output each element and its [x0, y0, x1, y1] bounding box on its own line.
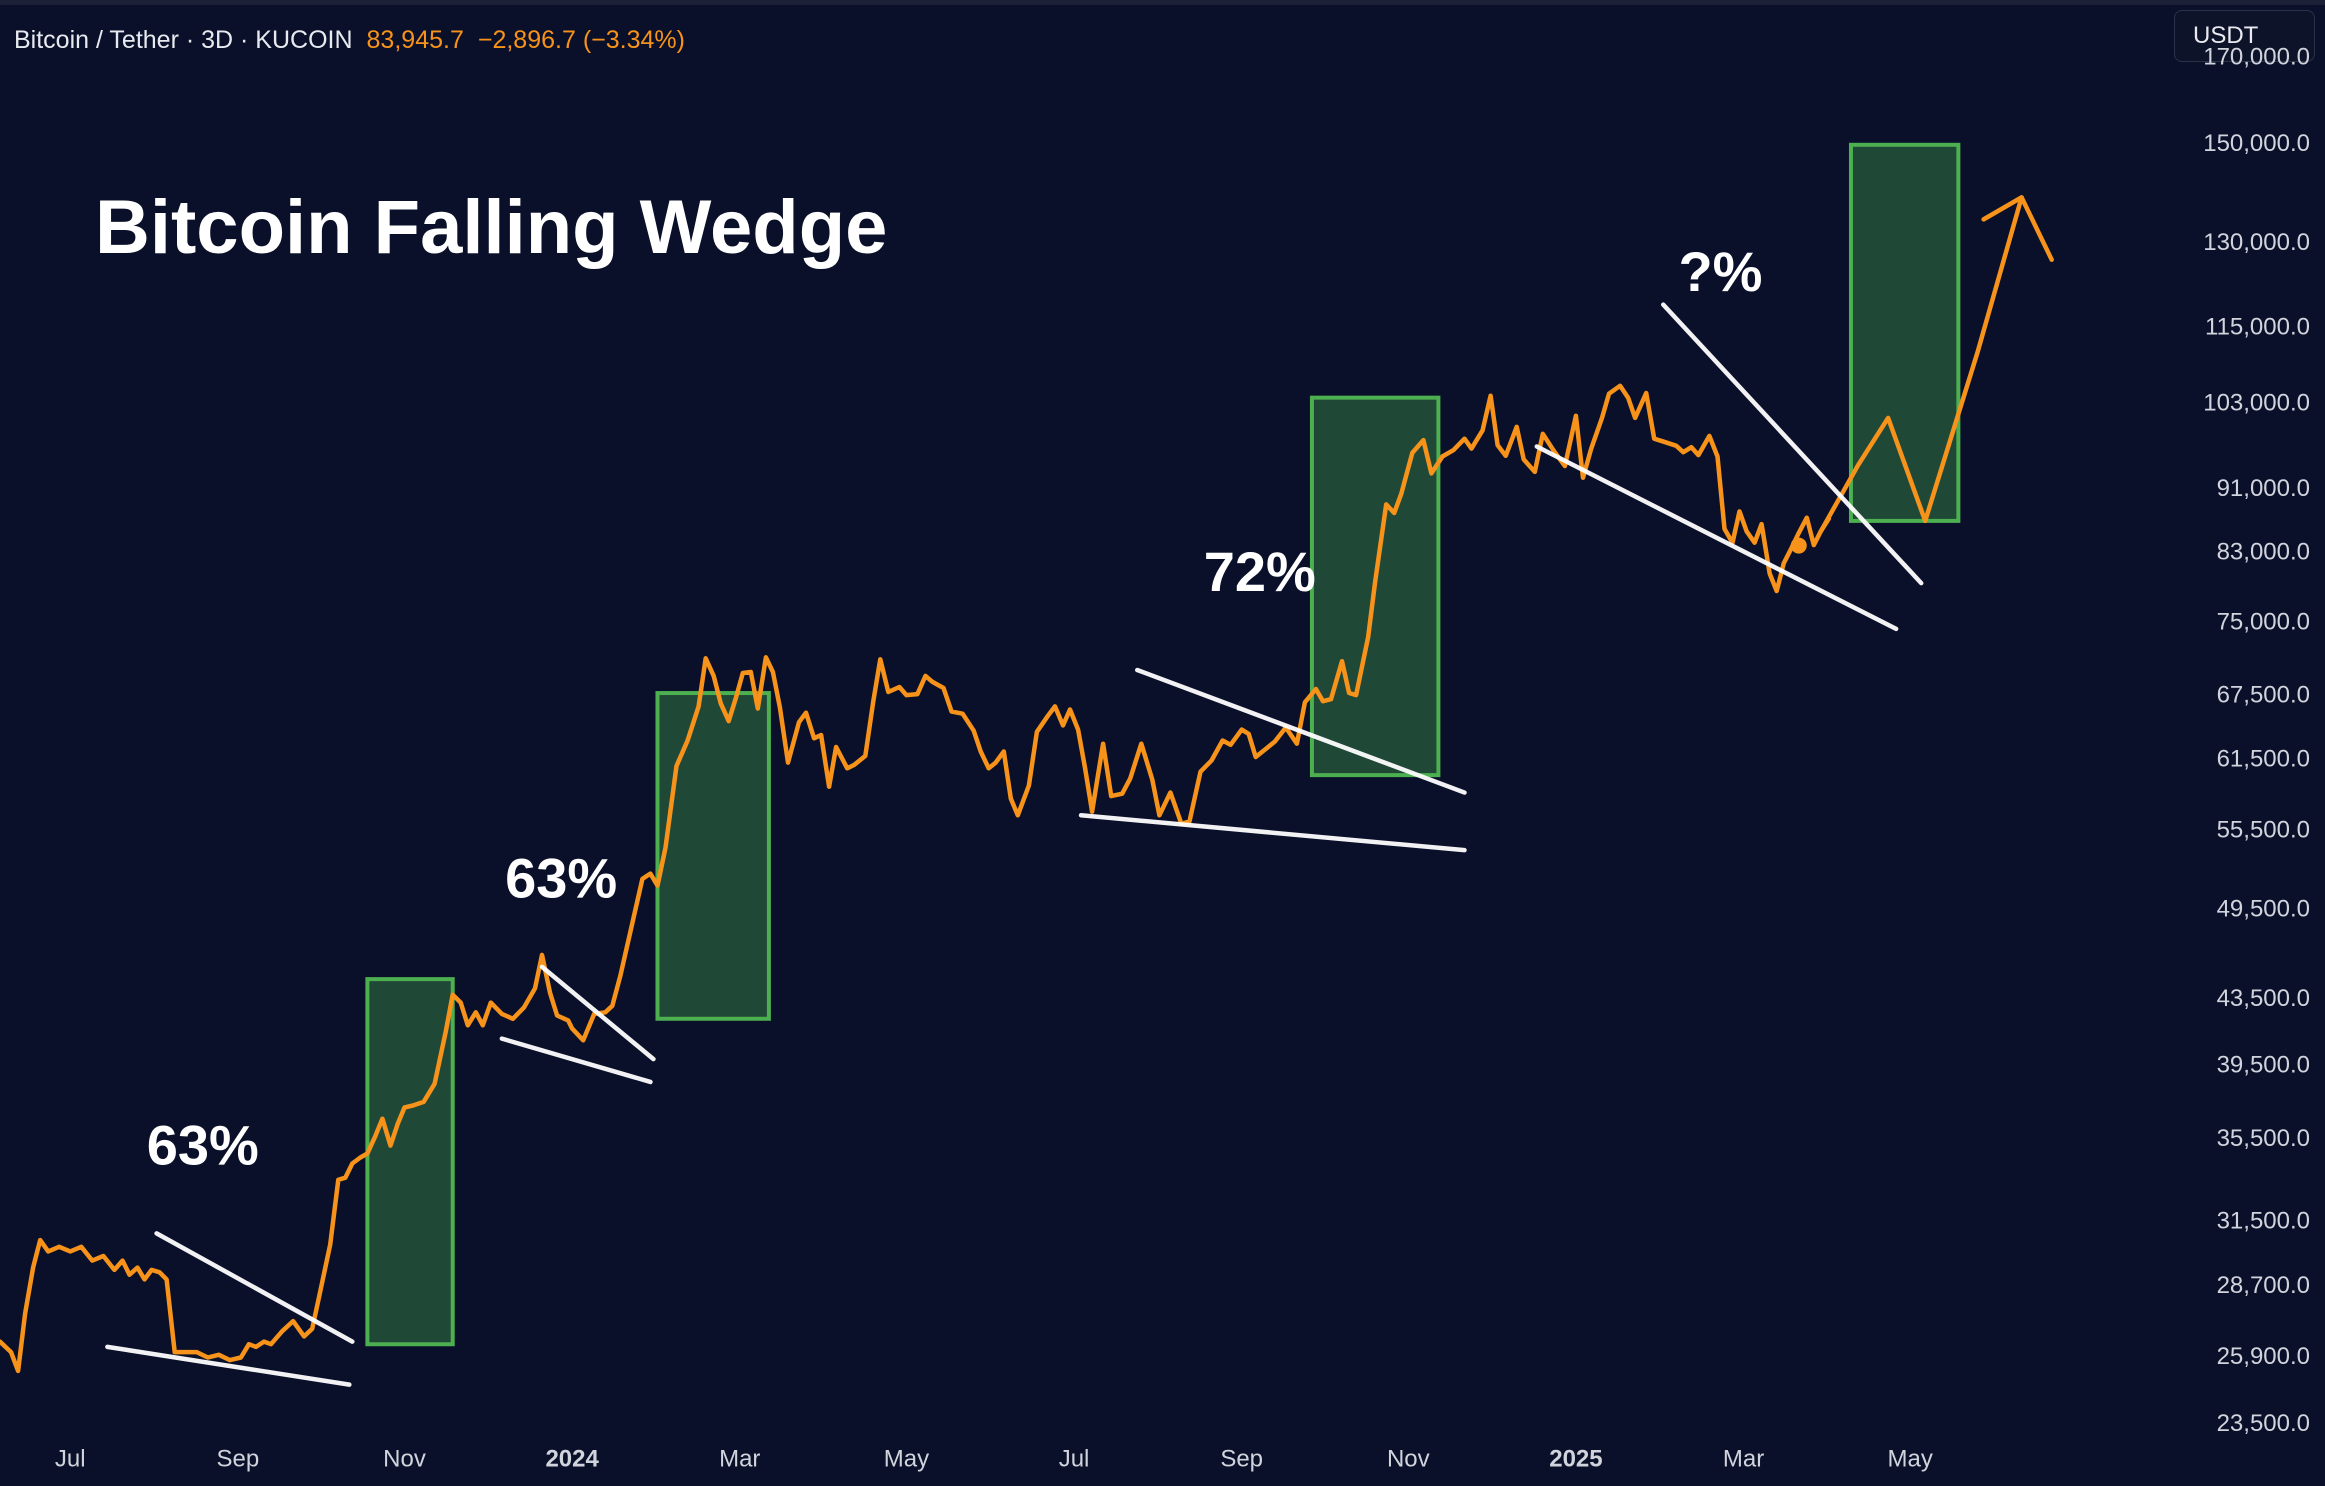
symbol-name[interactable]: Bitcoin / Tether · 3D · KUCOIN	[14, 25, 353, 54]
rally-box-1	[365, 977, 455, 1347]
x-tick-label: May	[884, 1445, 929, 1472]
price-line	[0, 383, 1832, 1374]
rally-boxes	[365, 142, 1961, 1347]
y-tick-label: 61,500.0	[2217, 746, 2310, 773]
y-tick-label: 83,000.0	[2217, 539, 2310, 566]
y-tick-label: 55,500.0	[2217, 817, 2310, 844]
x-tick-label: Mar	[719, 1445, 760, 1472]
last-price: 83,945.7	[366, 25, 464, 54]
x-tick-label: Jul	[1059, 1445, 1090, 1472]
x-tick-label: 2024	[545, 1445, 599, 1472]
price-axis[interactable]: 170,000.0 150,000.0 130,000.0 115,000.0 103,…	[2203, 44, 2310, 1437]
wedge-2-lower	[499, 1036, 653, 1085]
wedge-1-lower	[105, 1344, 352, 1387]
wedge-2-upper	[539, 964, 656, 1062]
y-tick-label: 103,000.0	[2203, 390, 2310, 417]
y-tick-label: 150,000.0	[2203, 130, 2310, 157]
gain-labels: 63% 63% 72%?%	[147, 240, 1763, 1176]
x-tick-label: Jul	[55, 1445, 86, 1472]
y-tick-label: 75,000.0	[2217, 609, 2310, 636]
wedge-3-upper	[1135, 667, 1467, 795]
x-tick-label: Nov	[1387, 1445, 1430, 1472]
x-tick-label: Sep	[217, 1445, 260, 1472]
y-tick-label: 31,500.0	[2217, 1208, 2310, 1235]
y-tick-label: 130,000.0	[2203, 229, 2310, 256]
last-price-dot	[1790, 537, 1807, 554]
gain-label-3: 72%	[1204, 540, 1316, 603]
wedge-1-upper	[154, 1231, 355, 1344]
gain-label-2: 63%	[505, 847, 617, 910]
y-tick-label: 91,000.0	[2217, 475, 2310, 502]
price-series	[0, 195, 2054, 1374]
gain-label-1: 63%	[147, 1113, 259, 1176]
y-tick-label: 35,500.0	[2217, 1125, 2310, 1152]
rally-box-2	[655, 691, 771, 1021]
y-tick-label: 49,500.0	[2217, 896, 2310, 923]
x-tick-label: Sep	[1220, 1445, 1263, 1472]
projection-arrowhead	[1981, 195, 2024, 222]
price-change: −2,896.7 (−3.34%)	[477, 25, 685, 54]
y-tick-label: 28,700.0	[2217, 1272, 2310, 1299]
y-tick-label: 115,000.0	[2205, 314, 2310, 341]
symbol-header: Bitcoin / Tether · 3D · KUCOIN 83,945.7 …	[14, 22, 685, 58]
gain-label-4: ?%	[1678, 240, 1762, 303]
time-axis[interactable]: Jul Sep Nov 2024 Mar May Jul Sep Nov 2025 Mar May	[55, 1445, 1933, 1472]
wedge-3-lower	[1078, 813, 1467, 853]
currency-button[interactable]: USDT	[2174, 10, 2315, 62]
y-tick-label: 43,500.0	[2217, 985, 2310, 1012]
y-tick-label: 39,500.0	[2217, 1051, 2310, 1078]
x-tick-label: Mar	[1723, 1445, 1764, 1472]
trendlines	[105, 302, 1924, 1387]
wedge-4-upper	[1661, 302, 1924, 586]
top-border	[0, 0, 2325, 5]
y-tick-label: 23,500.0	[2217, 1410, 2310, 1437]
wedge-4-lower	[1534, 444, 1899, 632]
x-tick-label: Nov	[383, 1445, 426, 1472]
y-tick-label: 25,900.0	[2217, 1343, 2310, 1370]
x-tick-label: May	[1888, 1445, 1933, 1472]
chart-title: Bitcoin Falling Wedge	[95, 185, 887, 270]
x-tick-label: 2025	[1549, 1445, 1602, 1472]
y-tick-label: 67,500.0	[2217, 681, 2310, 708]
y-tick-label: 170,000.0	[2203, 44, 2310, 71]
